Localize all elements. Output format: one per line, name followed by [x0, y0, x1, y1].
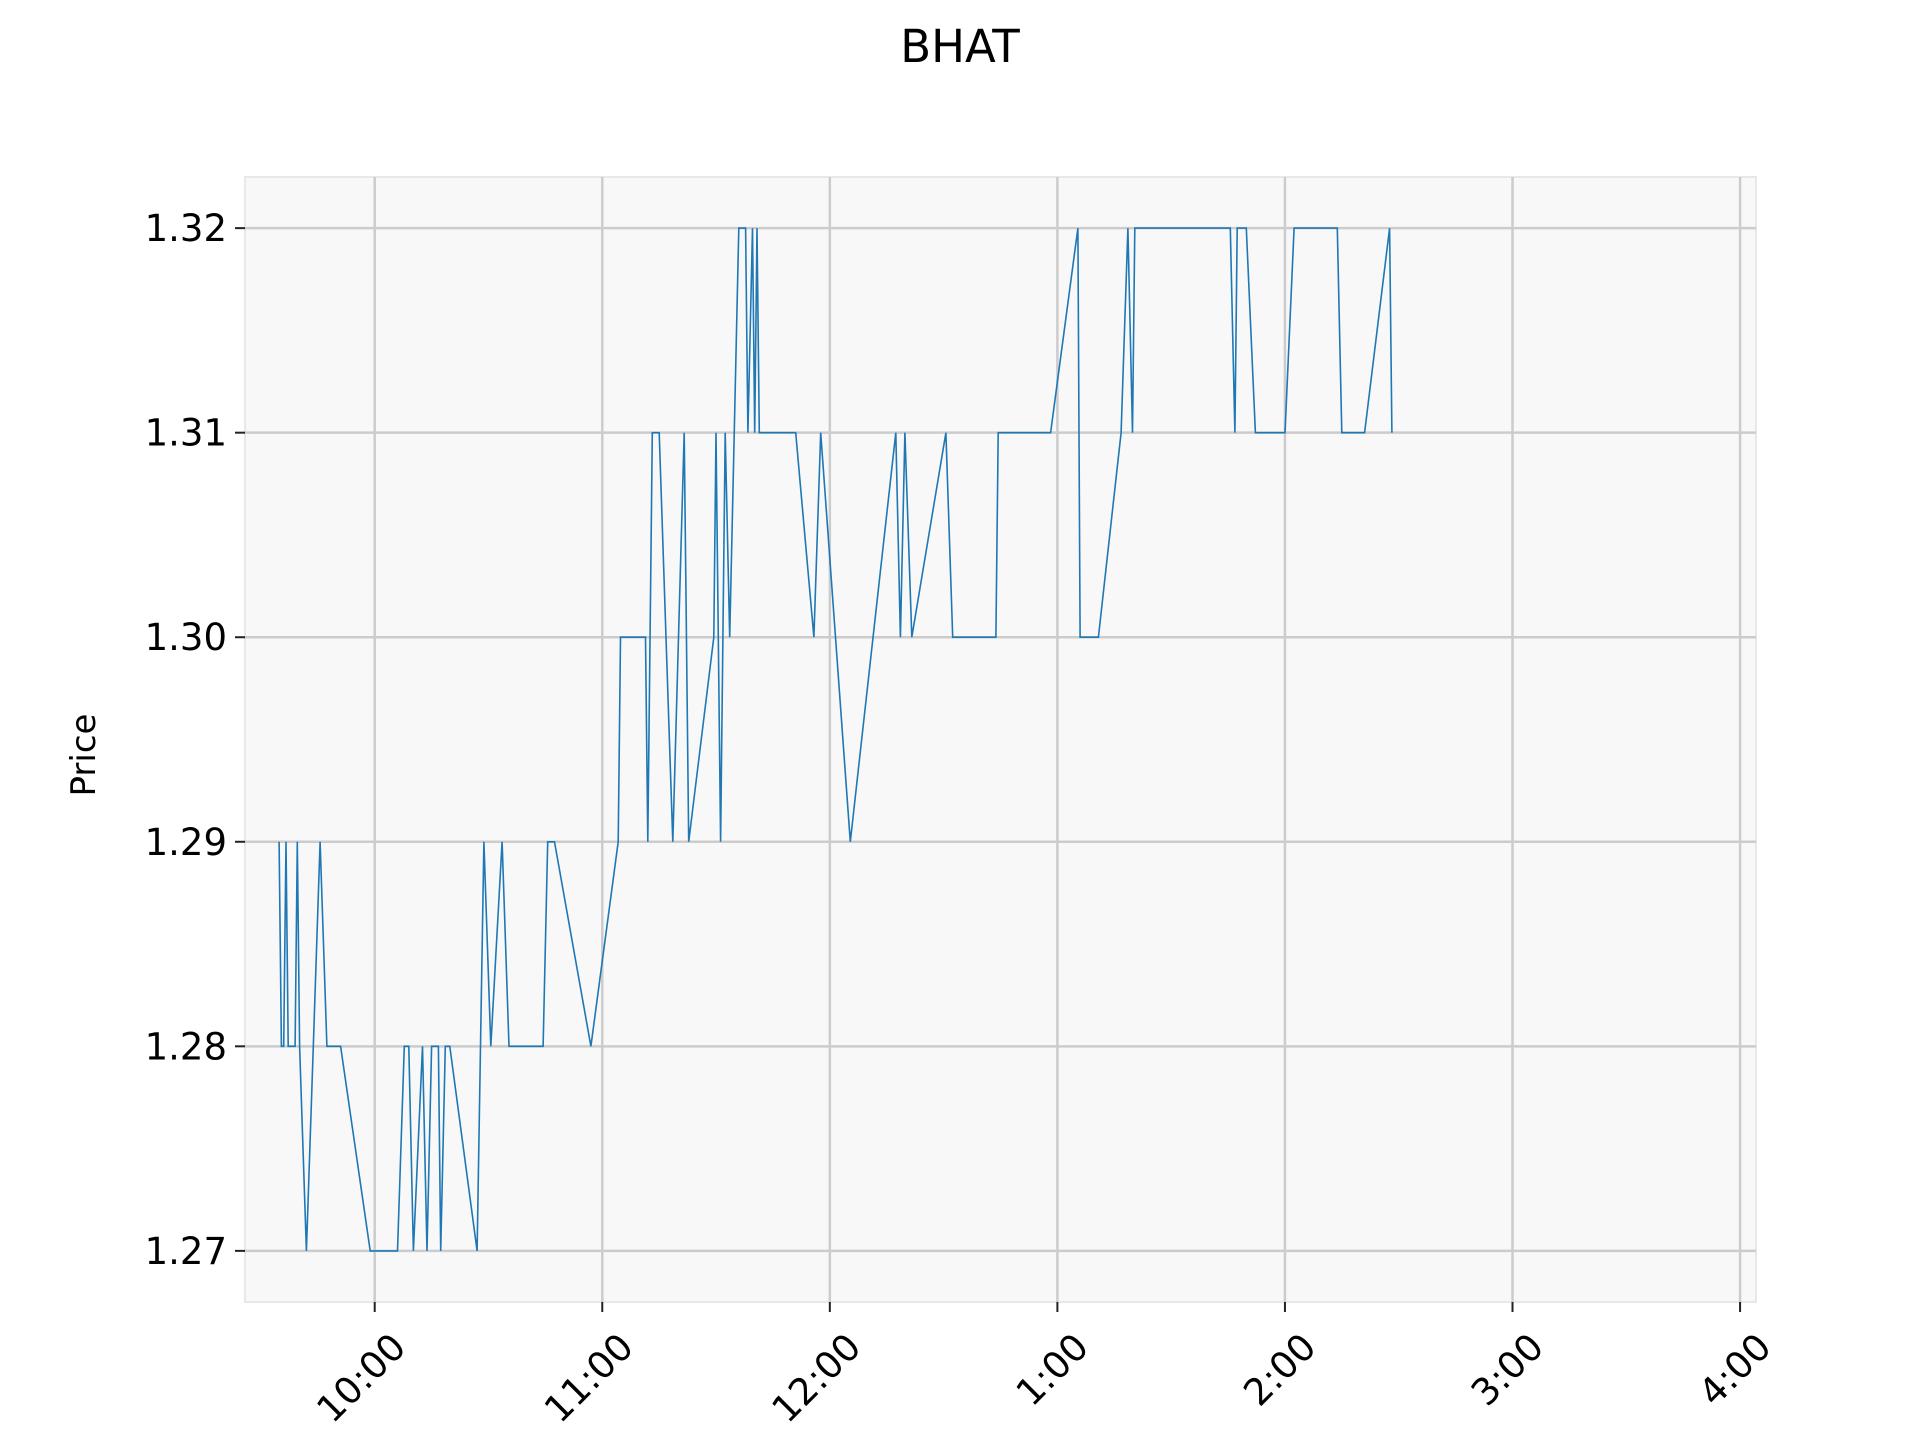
y-tick-label: 1.29 — [145, 821, 227, 864]
chart-title: BHAT — [900, 20, 1020, 73]
x-tick-label: 1:00 — [1008, 1325, 1097, 1414]
series-line — [278, 227, 1393, 1252]
x-tick-label: 3:00 — [1463, 1325, 1552, 1414]
series-layer — [278, 227, 1393, 1252]
x-tick-label: 10:00 — [308, 1325, 414, 1431]
y-tick-label: 1.30 — [145, 616, 227, 659]
grid-lines — [245, 177, 1756, 1302]
x-tick-label: 2:00 — [1235, 1325, 1324, 1414]
y-tick-label: 1.27 — [145, 1230, 227, 1273]
x-tick-label: 11:00 — [536, 1325, 642, 1431]
x-tick-label: 12:00 — [764, 1325, 870, 1431]
y-tick-label: 1.28 — [145, 1025, 227, 1068]
x-tick-label: 4:00 — [1691, 1325, 1780, 1414]
plot-area — [244, 176, 1757, 1303]
y-tick-label: 1.31 — [145, 412, 227, 455]
y-tick-label: 1.32 — [145, 207, 227, 250]
